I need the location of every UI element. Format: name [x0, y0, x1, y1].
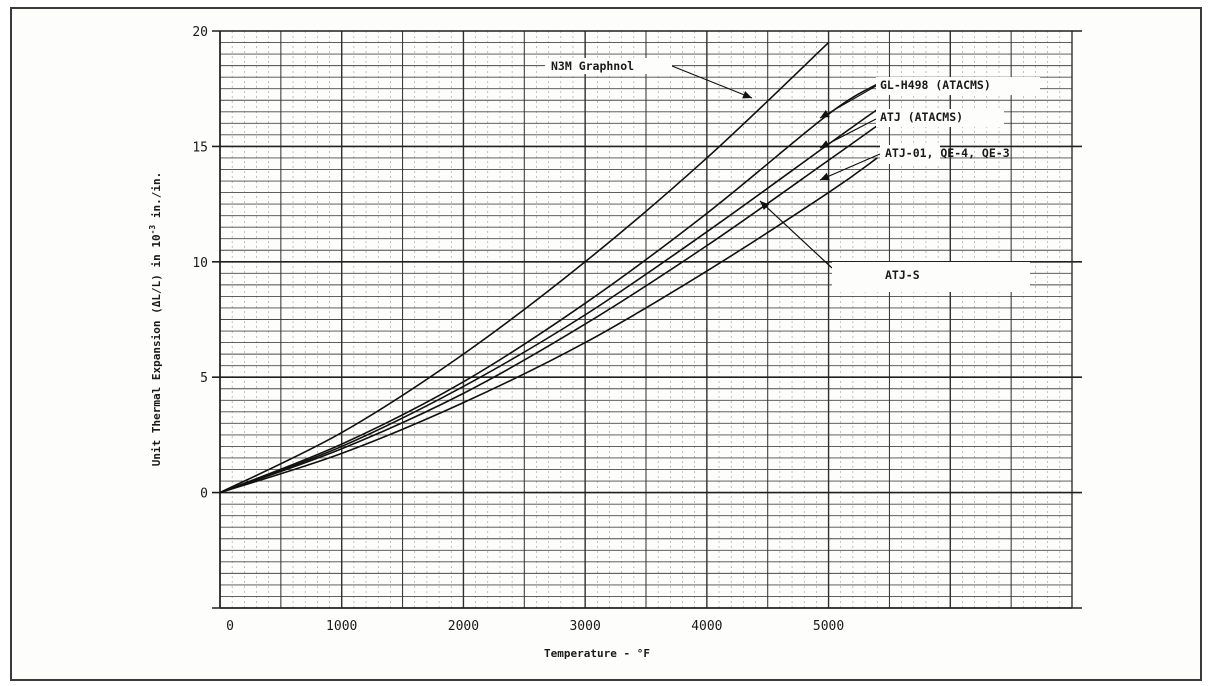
series-label-bg [876, 109, 1004, 127]
x-tick-label: 3000 [569, 619, 600, 634]
y-axis-title: Unit Thermal Expansion (ΔL/L) in 10-3 in… [148, 172, 163, 466]
series-line-3 [219, 108, 878, 494]
y-axis-title-base: Unit Thermal Expansion (ΔL/L) in 10 [150, 234, 163, 466]
series-label-2: GL-H498 (ATACMS) [880, 78, 991, 92]
x-tick-label: 0 [226, 619, 234, 634]
series-label-bg [880, 145, 940, 164]
leader-arrowhead-4 [760, 201, 770, 211]
y-axis-ticks: 0 5 10 15 20 [192, 25, 208, 502]
x-tick-label: 1000 [326, 619, 357, 634]
series-label-4: ATJ-S [885, 268, 920, 282]
y-axis-title-unit: in./in. [150, 172, 163, 225]
y-tick-label: 10 [192, 256, 208, 271]
x-tick-label: 4000 [691, 619, 722, 634]
series-line-1 [219, 41, 830, 494]
y-tick-label: 0 [200, 487, 208, 502]
leader-arrowhead-3 [820, 140, 830, 148]
x-tick-label: 5000 [813, 619, 844, 634]
label-leader-lines [671, 65, 881, 269]
leader-line-3 [819, 118, 877, 149]
series-label-1: N3M Graphnol [551, 59, 634, 73]
series-label-bg [545, 58, 672, 74]
leader-line-4 [759, 200, 833, 269]
x-axis-ticks: 0 1000 2000 3000 4000 5000 [226, 619, 844, 634]
series-label-3: ATJ (ATACMS) [880, 110, 963, 124]
series-line-2 [219, 83, 878, 494]
x-tick-label: 2000 [448, 619, 479, 634]
series-label-bg [832, 262, 1030, 292]
series-line-5 [219, 157, 878, 494]
leader-line-1 [671, 65, 753, 99]
y-tick-label: 15 [192, 140, 208, 155]
series-line-4 [219, 124, 878, 494]
series-lines [219, 41, 878, 494]
leader-arrowhead-2 [820, 110, 830, 118]
leader-arrowhead-1 [742, 90, 752, 99]
series-label-bg [876, 77, 1040, 95]
x-axis-title: Temperature - °F [544, 647, 650, 660]
series-label-5: ATJ-01, QE-4, QE-3 [885, 146, 1010, 160]
y-axis-title-exponent: -3 [148, 225, 157, 235]
leader-arrowhead-5 [820, 172, 830, 181]
y-tick-label: 20 [192, 25, 208, 40]
series-labels: N3M Graphnol GL-H498 (ATACMS) ATJ (ATACMS)… [545, 58, 1040, 292]
y-tick-label: 5 [200, 371, 208, 386]
leader-line-5 [819, 153, 881, 181]
leader-line-2 [819, 85, 877, 119]
